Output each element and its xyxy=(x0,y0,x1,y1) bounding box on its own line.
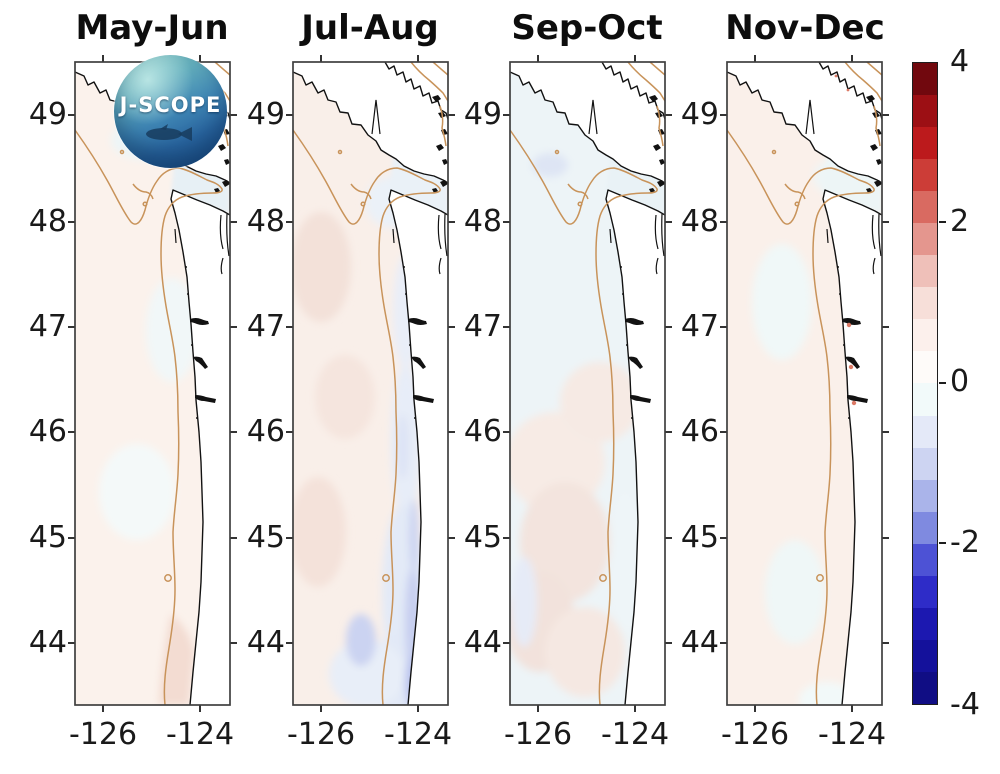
colorbar-tick-label: -2 xyxy=(950,525,980,560)
map-panel-jul-aug xyxy=(285,54,456,713)
y-tick-label: 48 xyxy=(28,204,67,239)
colorbar-cell xyxy=(913,415,937,448)
colorbar-cell xyxy=(913,671,937,704)
y-tick-label: 44 xyxy=(680,625,719,660)
colorbar-tick-label: -4 xyxy=(950,687,980,722)
x-tick-label: -126 xyxy=(720,717,790,752)
y-tick-label: 47 xyxy=(463,309,502,344)
colorbar-cell xyxy=(913,383,937,416)
x-tick-label: -124 xyxy=(817,717,887,752)
y-tick-label: 45 xyxy=(680,520,719,555)
y-tick-label: 45 xyxy=(246,520,285,555)
y-tick-label: 46 xyxy=(463,414,502,449)
estuary-positive-anomaly-dots xyxy=(834,74,857,406)
colorbar-cell xyxy=(913,223,937,256)
x-tick-label: -124 xyxy=(600,717,670,752)
y-tick-label: 44 xyxy=(463,625,502,660)
y-tick-label: 46 xyxy=(246,414,285,449)
y-tick-label: 45 xyxy=(463,520,502,555)
y-tick-label: 49 xyxy=(246,97,285,132)
panel-title-jul-aug: Jul-Aug xyxy=(301,8,439,48)
jscope-logo-text: J-SCOPE xyxy=(119,93,222,117)
y-tick-label: 47 xyxy=(246,309,285,344)
colorbar-tick-label: 0 xyxy=(950,364,970,399)
colorbar-cell xyxy=(913,639,937,672)
panel-title-nov-dec: Nov-Dec xyxy=(725,8,885,48)
y-tick-label: 44 xyxy=(28,625,67,660)
colorbar-cell xyxy=(913,63,937,96)
colorbar-tick-label: 2 xyxy=(950,204,970,239)
map-sep-oct xyxy=(502,54,673,713)
colorbar-cell xyxy=(913,127,937,160)
jscope-logo: J-SCOPE xyxy=(114,55,227,168)
map-panel-may-jun xyxy=(67,54,238,713)
map-panel-nov-dec xyxy=(719,54,890,713)
map-jul-aug xyxy=(285,54,456,713)
colorbar-tick-label: 4 xyxy=(950,44,970,79)
map-nov-dec xyxy=(719,54,890,713)
y-tick-label: 47 xyxy=(28,309,67,344)
y-tick-label: 49 xyxy=(680,97,719,132)
colorbar-cell xyxy=(913,255,937,288)
colorbar-tick-mark xyxy=(939,382,946,384)
colorbar-cell xyxy=(913,543,937,576)
colorbar-cell xyxy=(913,351,937,384)
colorbar xyxy=(912,62,938,705)
y-tick-label: 49 xyxy=(28,97,67,132)
x-tick-label: -126 xyxy=(68,717,138,752)
colorbar-cell xyxy=(913,319,937,352)
fish-icon xyxy=(146,124,192,141)
y-tick-label: 47 xyxy=(680,309,719,344)
x-tick-label: -124 xyxy=(165,717,235,752)
panel-title-sep-oct: Sep-Oct xyxy=(511,8,663,48)
colorbar-cell xyxy=(913,95,937,128)
panel-title-may-jun: May-Jun xyxy=(75,8,229,48)
y-tick-label: 48 xyxy=(463,204,502,239)
map-panel-sep-oct xyxy=(502,54,673,713)
y-tick-label: 44 xyxy=(246,625,285,660)
map-may-jun xyxy=(67,54,238,713)
x-tick-label: -124 xyxy=(383,717,453,752)
colorbar-tick-mark xyxy=(939,221,946,223)
y-tick-label: 46 xyxy=(28,414,67,449)
colorbar-cell xyxy=(913,191,937,224)
colorbar-cell xyxy=(913,511,937,544)
colorbar-cell xyxy=(913,447,937,480)
x-tick-label: -126 xyxy=(286,717,356,752)
x-tick-label: -126 xyxy=(503,717,573,752)
colorbar-cell xyxy=(913,159,937,192)
colorbar-cell xyxy=(913,607,937,640)
y-tick-label: 46 xyxy=(680,414,719,449)
colorbar-tick-mark xyxy=(939,542,946,544)
colorbar-cell xyxy=(913,479,937,512)
y-tick-label: 48 xyxy=(246,204,285,239)
y-tick-label: 49 xyxy=(463,97,502,132)
colorbar-cell xyxy=(913,287,937,320)
y-tick-label: 48 xyxy=(680,204,719,239)
colorbar-cell xyxy=(913,575,937,608)
y-tick-label: 45 xyxy=(28,520,67,555)
